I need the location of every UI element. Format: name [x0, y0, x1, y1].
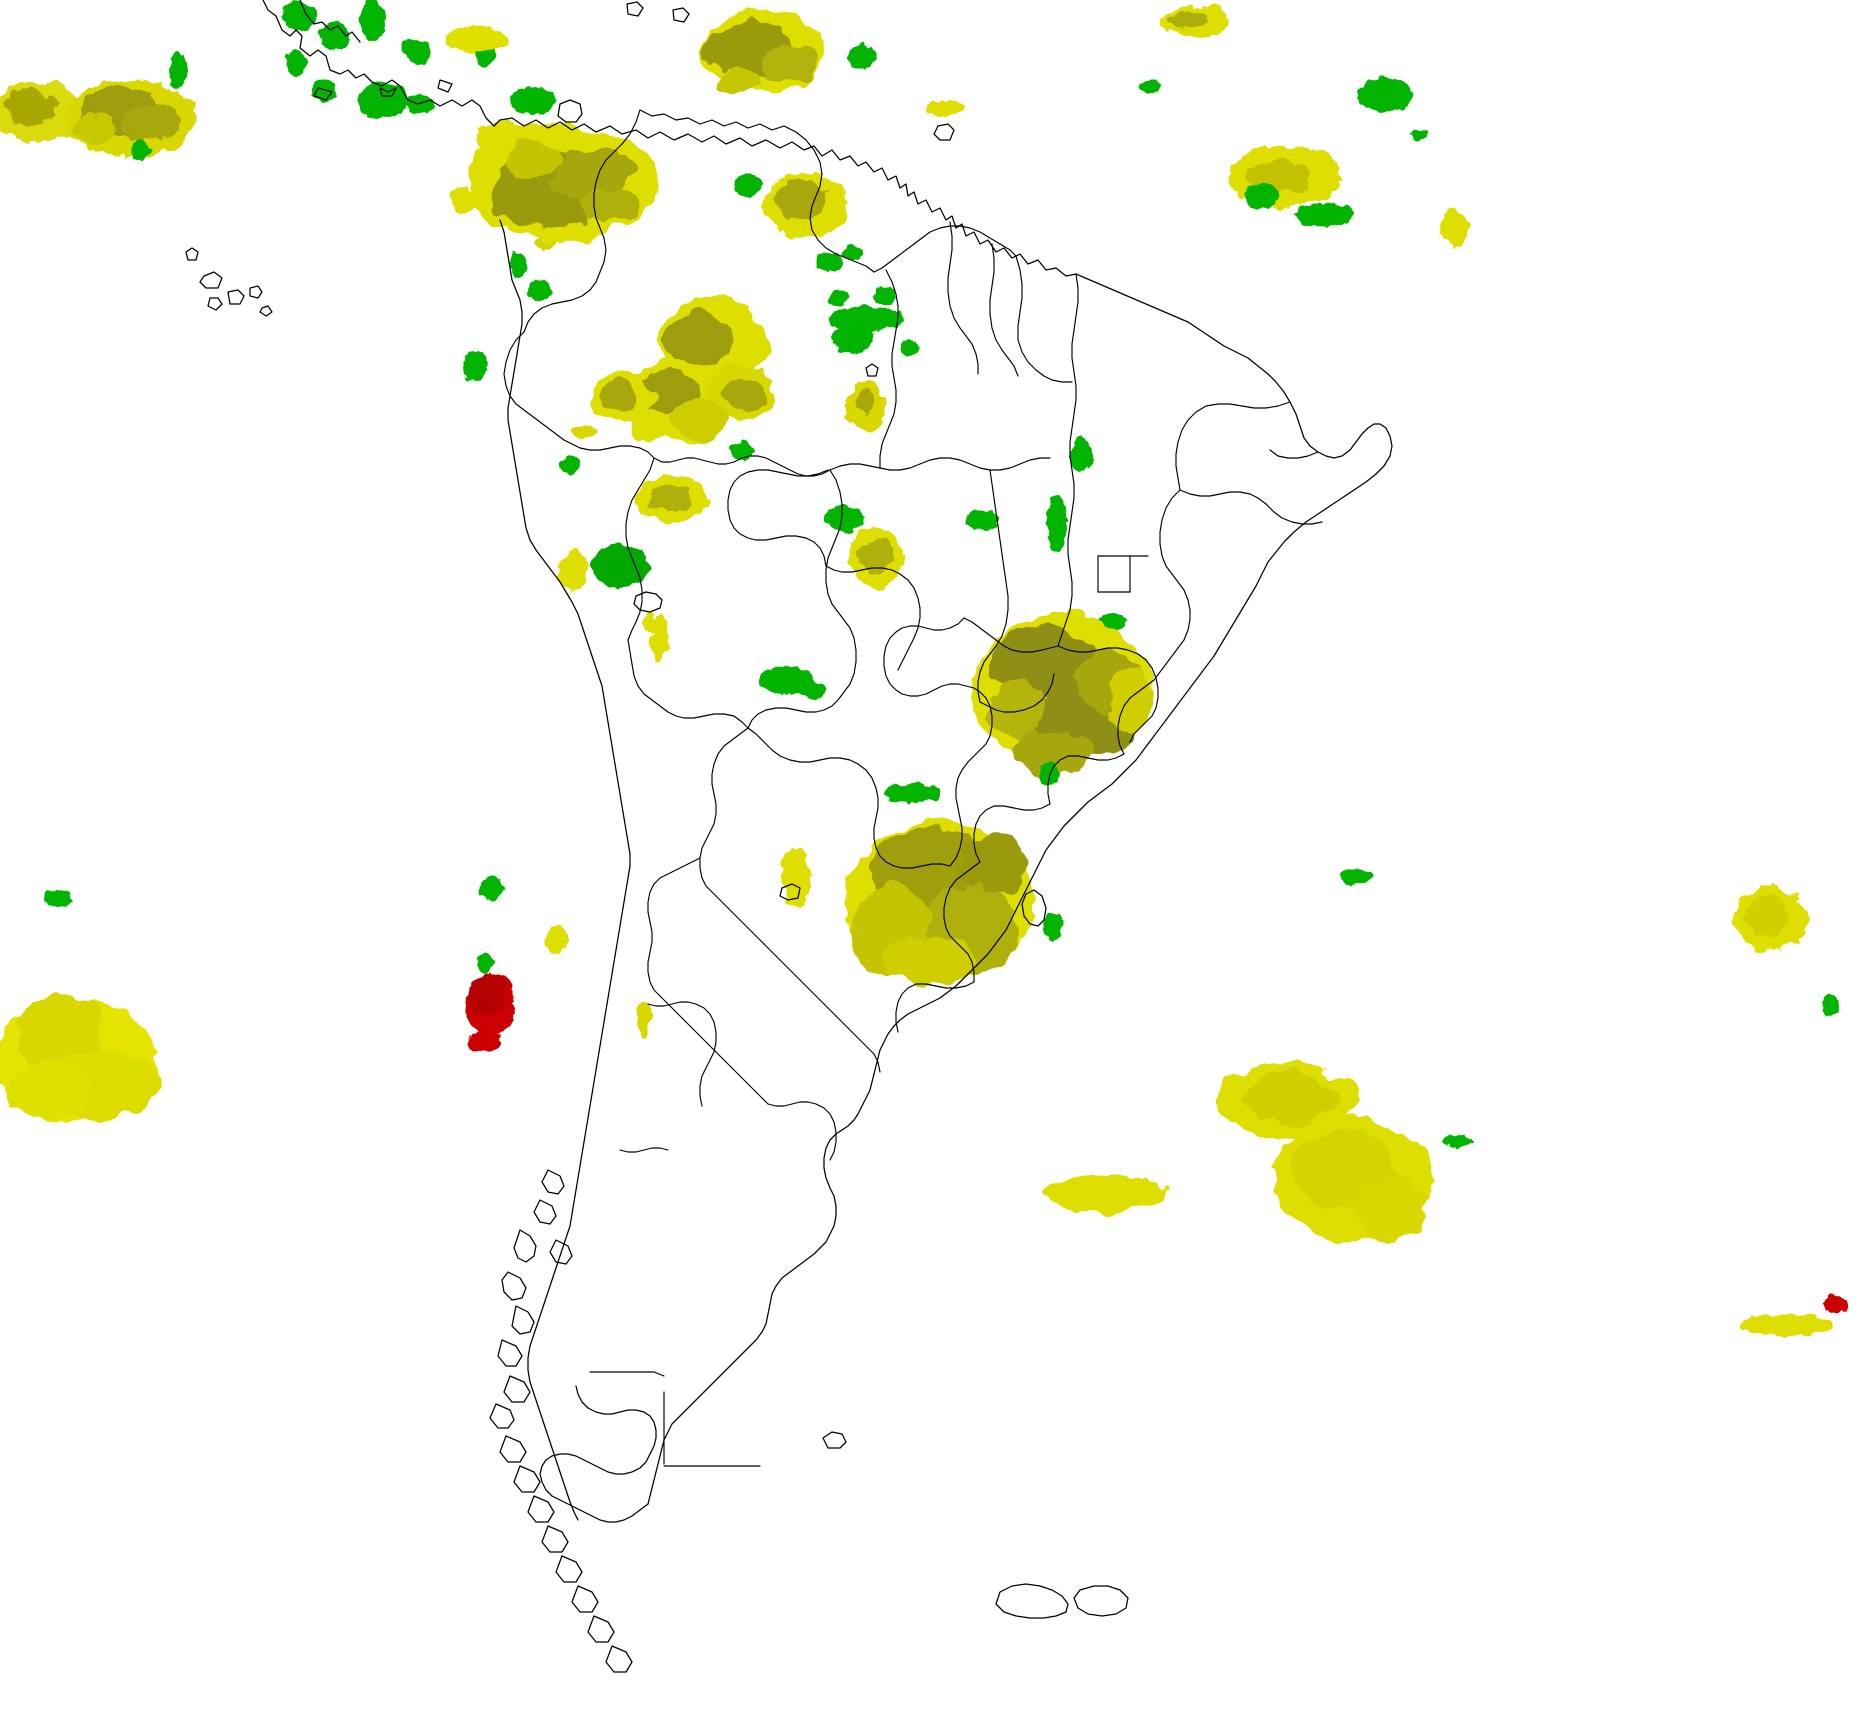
border-paraguay	[748, 728, 950, 868]
blob-guyana-green	[848, 45, 964, 116]
blob-atlantic-ne-greens	[1139, 78, 1426, 226]
lagoa-dos-patos	[1021, 889, 1047, 927]
blob-atlantic-far-se	[1740, 1296, 1847, 1336]
border-paraguay-east	[950, 686, 992, 866]
blob-mexico-yellow	[402, 27, 508, 56]
border-rio	[1048, 754, 1124, 804]
blob-mato-grosso-green	[760, 506, 999, 699]
border-guianas	[1016, 256, 1072, 382]
blob-atlantic-east	[1734, 886, 1806, 950]
trinidad-island	[933, 123, 955, 141]
border-brazil-states-10	[1176, 402, 1290, 490]
small-island-lake	[779, 883, 801, 901]
border-brazil-paraguay-north	[884, 618, 966, 696]
blob-rondonia	[846, 380, 886, 430]
border-brazil-states-6	[978, 470, 1008, 702]
blob-atlantic-se-green	[1339, 870, 1838, 1147]
blob-amazon-central	[590, 298, 776, 440]
blob-mato-grosso-yellow	[849, 527, 903, 589]
blob-pacific-nw	[0, 80, 196, 156]
border-argentina-chile-south	[620, 1148, 668, 1152]
chile-pacific-coast	[499, 219, 631, 1521]
border-santa-catarina	[974, 804, 1050, 862]
border-minas	[1118, 680, 1154, 754]
small-island-caribbean-3	[626, 1, 644, 17]
geography-layer	[185, 0, 1393, 1673]
border-colombia-venezuela	[640, 110, 874, 272]
brazil-northeast-coast	[1075, 273, 1393, 745]
tierra-del-fuego	[539, 1453, 651, 1523]
border-argentina-internal-3	[768, 1102, 836, 1160]
border-amazonas	[728, 470, 828, 566]
blob-bolivia-green-big	[591, 544, 649, 588]
strait-of-magellan	[575, 1385, 657, 1455]
border-uruguay	[896, 982, 974, 1032]
central-america-coast	[262, 0, 501, 127]
border-colombia-brazil	[524, 110, 640, 332]
blob-caribbean-greens	[131, 51, 187, 160]
south-america-north-coast	[499, 117, 1077, 277]
border-bolivia-brazil	[748, 470, 856, 728]
amazon-river-marker	[865, 363, 879, 377]
border-brazil-states-11	[1180, 490, 1266, 504]
border-brazil-states-12	[1154, 490, 1190, 680]
border-guyana-suriname	[948, 222, 978, 374]
brazil-southeast-coast	[873, 743, 1149, 1075]
border-brazil-states-3	[1058, 274, 1078, 646]
patagonia-archipelago	[489, 1169, 633, 1673]
blob-pacific-red	[465, 975, 515, 1052]
border-brazil-states-2	[880, 270, 898, 468]
blob-pacific-sw	[0, 993, 158, 1122]
border-goias	[980, 674, 1054, 712]
border-argentina-internal-4	[648, 1002, 716, 1106]
blob-pacific-mid	[44, 876, 568, 971]
border-brazil-states-13	[1270, 450, 1318, 458]
blob-amazon-north	[466, 124, 658, 240]
border-peru-brazil	[654, 456, 830, 476]
border-argentina-internal-1	[700, 728, 880, 1072]
blob-brazil-north	[764, 173, 848, 237]
border-argentina-internal-2	[648, 858, 768, 1104]
blob-atlantic-se	[1042, 1064, 1432, 1242]
blob-peru	[558, 474, 708, 665]
anomaly-blob-layer	[0, 0, 1847, 1336]
lake-maracaibo	[557, 99, 583, 123]
blob-sao-paulo	[972, 616, 1152, 774]
border-ecuador-peru	[504, 332, 654, 458]
falkland-islands	[995, 1583, 1129, 1619]
lake-titicaca	[633, 591, 663, 613]
caribbean-islands	[313, 79, 453, 101]
mexico-coast	[299, 0, 361, 43]
border-brazil-states-14	[1266, 504, 1322, 524]
small-island-atlantic	[822, 1431, 847, 1449]
border-brazil-states-4	[1058, 646, 1158, 742]
border-bolivia-chile-argentina	[628, 640, 748, 728]
border-venezuela-guyana	[874, 226, 1016, 272]
blob-argentina-yellow	[781, 847, 811, 909]
border-tdf-north	[590, 1372, 664, 1376]
argentina-coast	[647, 1073, 875, 1505]
border-mato-grosso	[826, 566, 920, 670]
blob-brazil-north-greens	[734, 174, 895, 306]
small-island-caribbean-2	[672, 7, 690, 23]
border-brazil-states-8	[1098, 556, 1130, 592]
border-brazil-states-5	[964, 618, 1058, 652]
border-brazil-states-1	[830, 458, 1050, 470]
blob-andes-yellow	[637, 1003, 651, 1037]
galapagos-islands	[185, 247, 273, 317]
blob-venezuela	[704, 10, 824, 96]
border-rio-grande-sul	[944, 862, 980, 982]
border-suriname-fguiana	[990, 244, 1018, 376]
border-peru-bolivia	[626, 458, 654, 640]
blob-rio-grande	[846, 822, 1034, 986]
blob-parana-greens	[882, 762, 1063, 941]
blob-amazon-small-greens	[560, 426, 753, 473]
